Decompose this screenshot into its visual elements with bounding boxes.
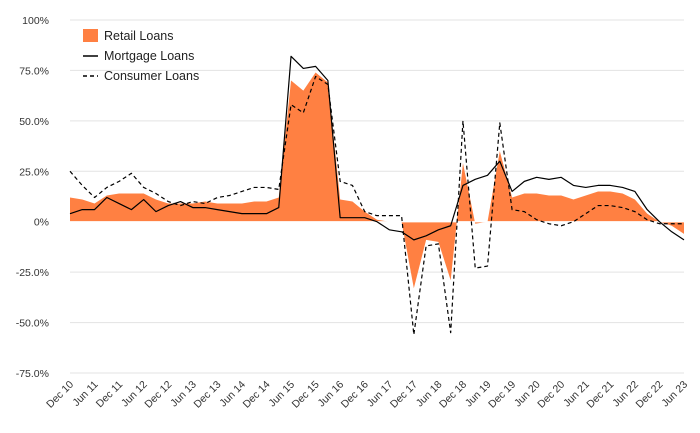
x-tick-label: Dec 19	[486, 379, 518, 411]
consumer-loans-line	[69, 75, 684, 336]
mortgage-loans-line	[69, 55, 685, 241]
y-tick-label: -25.0%	[16, 267, 49, 279]
x-tick-label: Dec 12	[142, 379, 174, 411]
y-tick-label: -50.0%	[16, 318, 49, 330]
x-tick-label: Dec 10	[44, 379, 76, 411]
x-tick-label: Dec 14	[241, 379, 273, 411]
y-tick-label: 75.0%	[19, 65, 49, 77]
y-tick-label: 25.0%	[19, 166, 49, 178]
series-lines	[69, 55, 685, 336]
y-tick-label: -75.0%	[16, 368, 49, 380]
x-tick-label: Jun 23	[659, 379, 690, 410]
x-tick-label: Dec 18	[437, 379, 469, 411]
legend-label-consumer: Consumer Loans	[104, 69, 199, 83]
y-tick-label: 50.0%	[19, 116, 49, 128]
legend-label-mortgage: Mortgage Loans	[104, 49, 194, 63]
y-tick-label: 0%	[34, 217, 49, 229]
x-tick-label: Dec 11	[94, 379, 126, 411]
x-tick-label: Dec 13	[191, 379, 223, 411]
retail-loans-area-layer	[70, 72, 684, 289]
legend: Retail Loans Mortgage Loans Consumer Loa…	[83, 29, 199, 83]
x-tick-label: Dec 21	[584, 379, 616, 411]
grid	[70, 19, 684, 374]
retail-loans-area	[70, 72, 684, 289]
y-axis: 100% 75.0% 50.0% 25.0% 0% -25.0% -50.0% -75.0%	[16, 15, 49, 380]
x-tick-label: Dec 20	[535, 379, 567, 411]
legend-label-retail: Retail Loans	[104, 29, 174, 43]
x-tick-label: Dec 22	[634, 379, 666, 411]
x-tick-label: Dec 15	[290, 379, 322, 411]
y-tick-label: 100%	[22, 15, 49, 27]
legend-swatch-retail	[83, 29, 98, 42]
x-tick-label: Dec 16	[339, 379, 371, 411]
x-tick-label: Dec 17	[388, 379, 420, 411]
